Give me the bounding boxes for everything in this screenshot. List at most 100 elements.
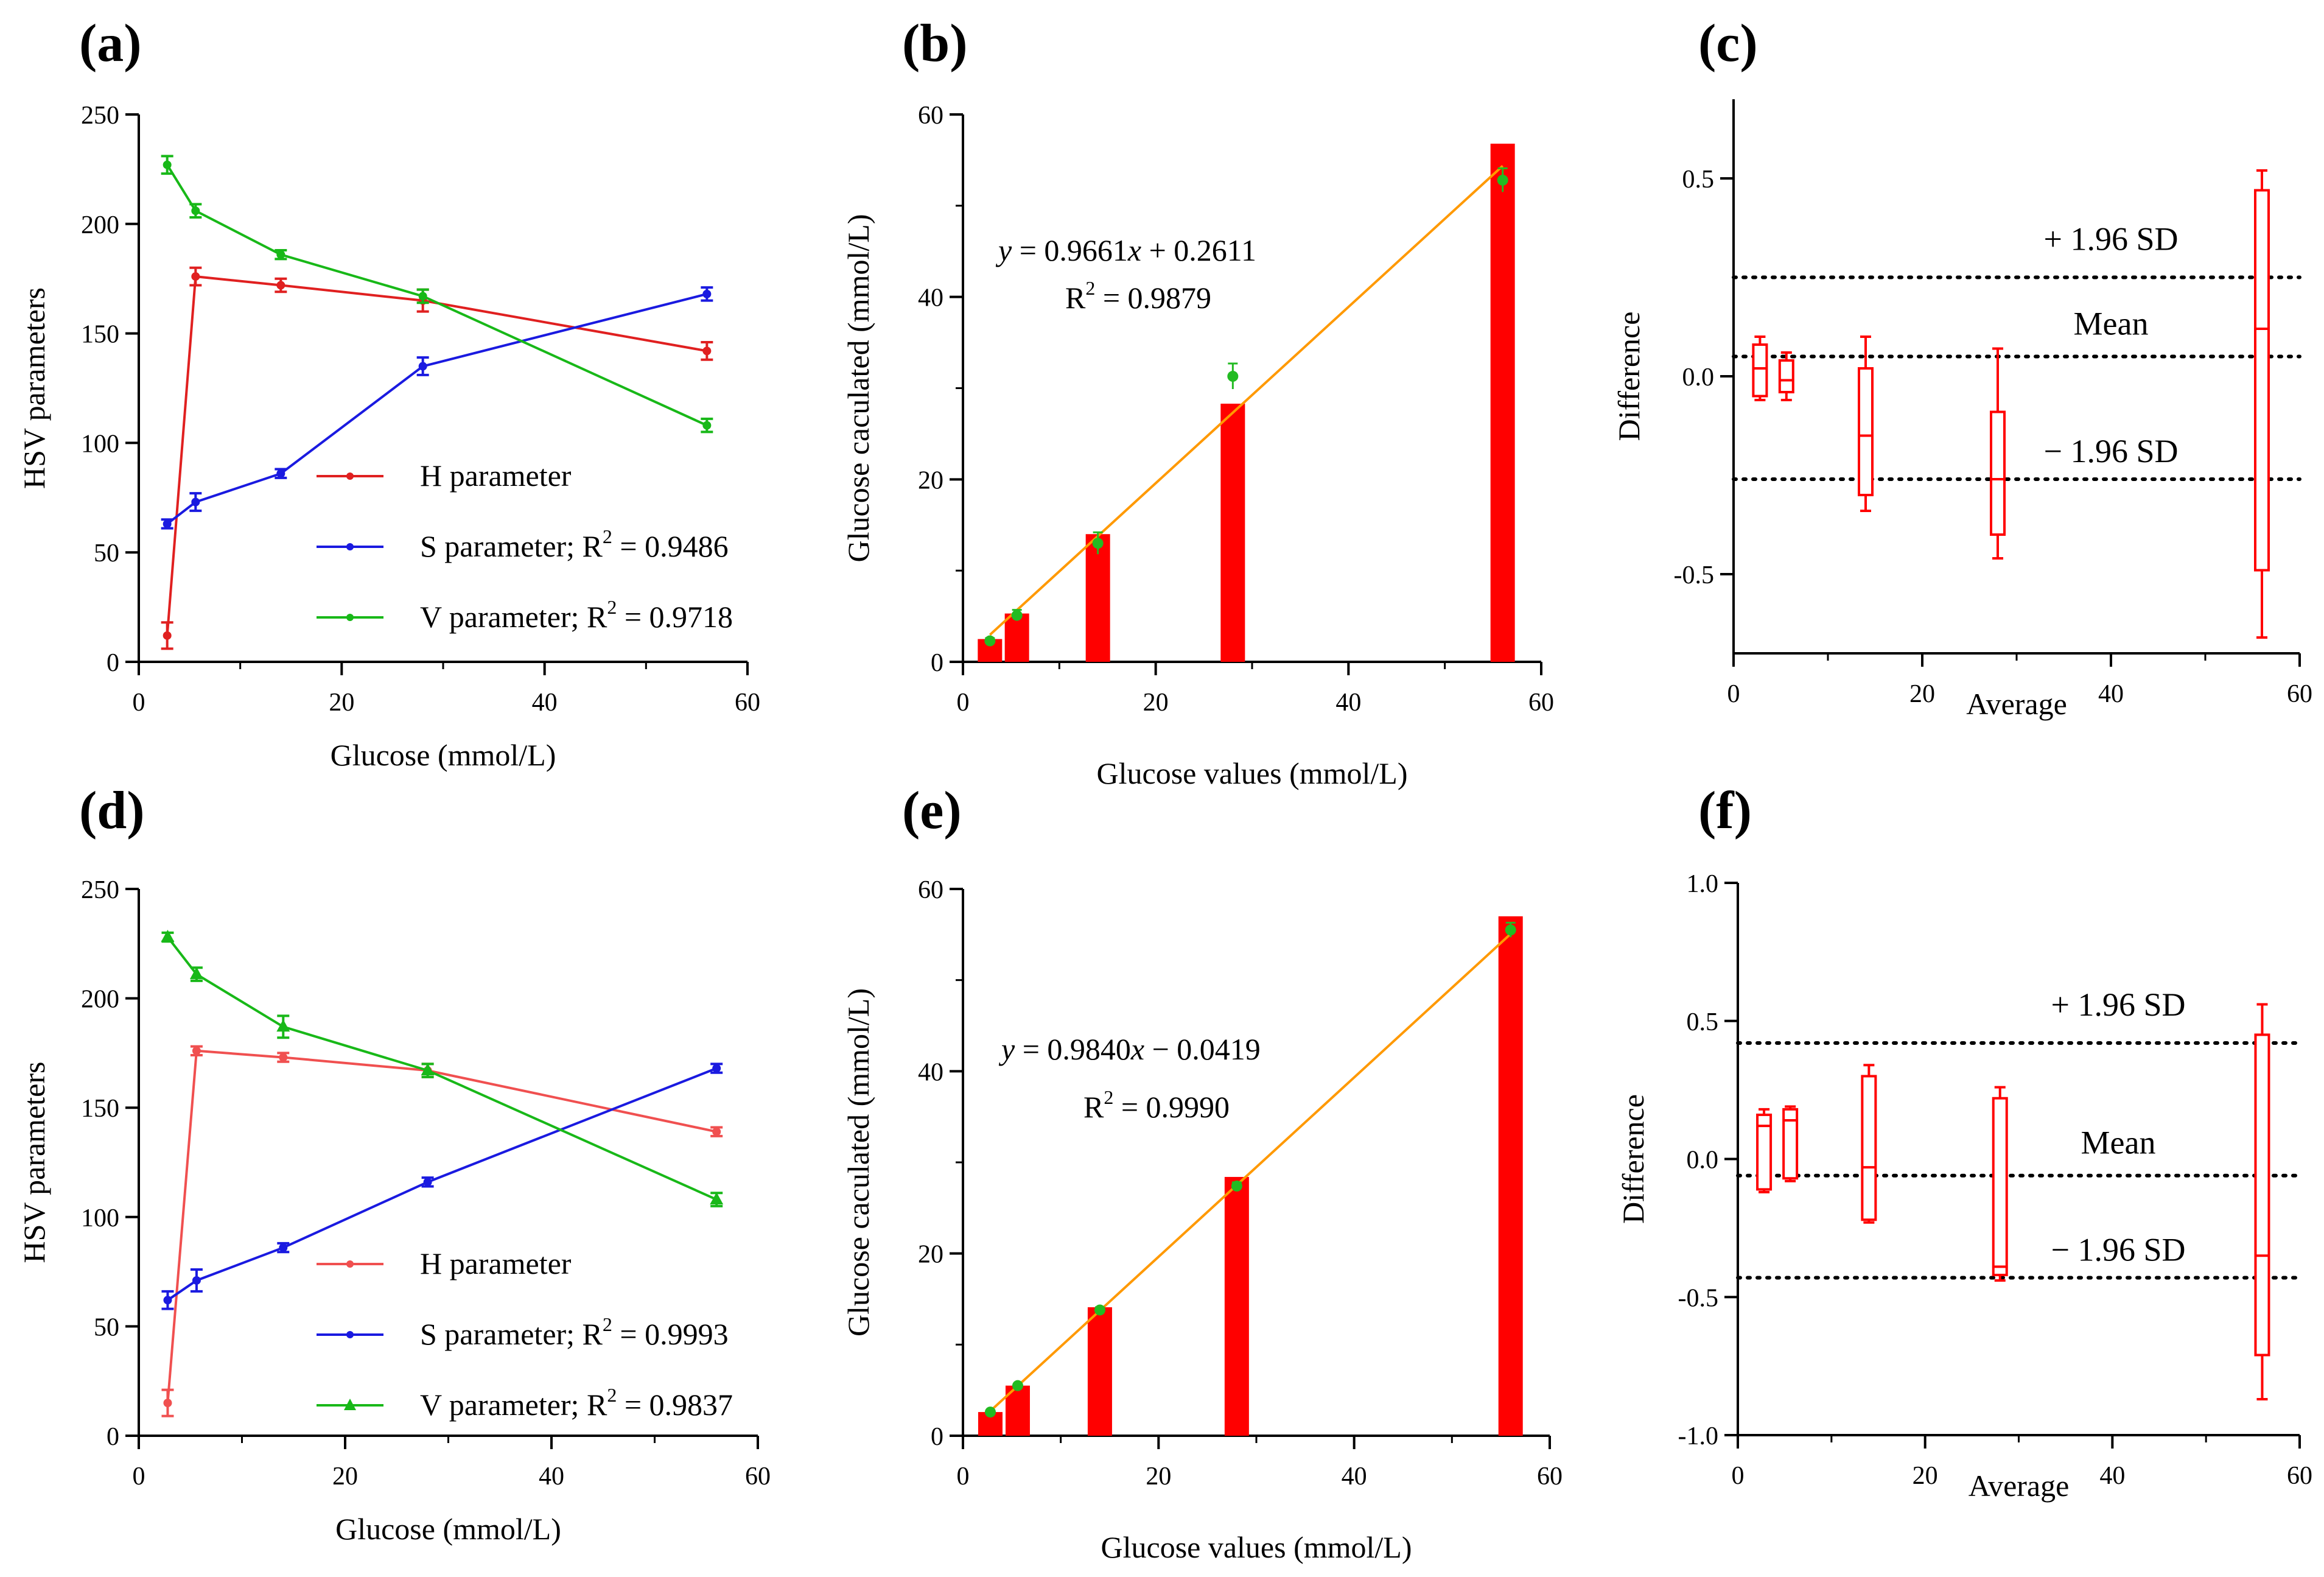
x-axis-label: Glucose (mmol/L) [331, 738, 556, 772]
data-point [1092, 538, 1104, 549]
y-tick-label: 100 [81, 430, 119, 458]
data-point [712, 1127, 721, 1136]
data-point [702, 421, 712, 430]
x-tick-label: 0 [133, 1463, 145, 1491]
data-point [984, 635, 996, 647]
y-axis-label: Glucose caculated (mmol/L) [841, 988, 875, 1336]
y-tick-label: 0 [107, 649, 119, 677]
panel-e: (e) 0 20 40 60 0 20 40 60 Glucose values (mmol/L)… [841, 781, 1563, 1564]
panel-b: (b) 0 20 40 60 0 20 40 60 Glucose values (mmol/L)… [841, 14, 1554, 790]
x-tick-label: 40 [539, 1463, 564, 1491]
bar [1498, 916, 1523, 1436]
panel-c: (c) 0 20 40 60 0.5 0.0 -0.5 Average Difference + 1… [1612, 14, 2312, 721]
box [1861, 1075, 1877, 1221]
x-tick-label: 60 [1528, 689, 1554, 717]
x-tick-label: 20 [329, 689, 354, 717]
bar [1224, 1176, 1249, 1436]
x-tick-label: 60 [2287, 1462, 2312, 1490]
y-axis-label: HSV parameters [17, 287, 51, 489]
panel-f: (f) 0 20 40 60 1.0 0.5 0.0 -0.5 -1.0 Average Differ… [1616, 781, 2312, 1503]
y-tick-label: 0.0 [1682, 364, 1715, 392]
data-point [163, 1296, 172, 1305]
x-tick-label: 40 [1342, 1463, 1367, 1491]
y-axis-label: Glucose caculated (mmol/L) [841, 214, 875, 563]
upper-sd-label: + 1.96 SD [2051, 986, 2186, 1023]
y-tick-label: 20 [918, 1241, 943, 1269]
legend-marker [346, 1331, 354, 1338]
x-axis-label: Glucose (mmol/L) [335, 1512, 561, 1546]
legend-label: H parameter [420, 458, 572, 493]
y-tick-label: 50 [94, 539, 119, 567]
fit-equation: y = 0.9840x − 0.0419 [998, 1032, 1261, 1066]
upper-sd-label: + 1.96 SD [2044, 221, 2179, 258]
y-tick-label: 200 [81, 211, 119, 239]
series-line-1 [166, 275, 707, 636]
x-tick-label: 40 [1335, 689, 1361, 717]
y-tick-label: 150 [81, 1095, 119, 1123]
x-tick-label: 0 [957, 1463, 970, 1491]
y-axis-label: Difference [1616, 1094, 1650, 1224]
data-point [192, 1276, 201, 1285]
r-squared-label: R2 = 0.9879 [1065, 277, 1211, 315]
bar [1220, 403, 1245, 662]
lower-sd-label: − 1.96 SD [2051, 1232, 2186, 1268]
x-tick-label: 0 [133, 689, 145, 717]
panel-d: (d) 0 20 40 60 0 50 100 150 200 250 Glucose (mmol/L… [17, 781, 771, 1546]
x-tick-label: 20 [1143, 689, 1169, 717]
x-tick-label: 60 [1537, 1463, 1563, 1491]
legend-label: V parameter; R2 = 0.9837 [420, 1384, 733, 1422]
x-tick-label: 20 [332, 1463, 358, 1491]
y-tick-label: 200 [81, 986, 119, 1014]
legend-label: S parameter; R2 = 0.9993 [420, 1313, 729, 1351]
legend-marker [344, 1399, 356, 1410]
data-point [1497, 174, 1508, 186]
series-line-3 [166, 164, 708, 427]
data-point [163, 160, 172, 169]
data-point [276, 281, 285, 290]
y-tick-label: 0 [931, 1423, 943, 1451]
box [1782, 1108, 1799, 1180]
x-tick-label: 40 [2098, 680, 2124, 708]
data-point [1505, 924, 1516, 936]
data-point [418, 362, 427, 371]
fit-line [989, 164, 1504, 636]
x-tick-label: 20 [1913, 1462, 1938, 1490]
y-tick-label: 0.0 [1687, 1147, 1719, 1175]
data-point [418, 292, 427, 301]
legend-marker [346, 614, 354, 621]
y-axis-label: HSV parameters [17, 1062, 51, 1263]
data-point [161, 930, 175, 943]
panel-label: (c) [1698, 14, 1758, 73]
box [1756, 1113, 1773, 1191]
y-tick-label: 60 [918, 876, 943, 904]
x-axis-label: Glucose values (mmol/L) [1097, 756, 1408, 790]
bar [1085, 534, 1110, 662]
data-point [1011, 609, 1023, 621]
x-tick-label: 60 [2287, 680, 2312, 708]
panel-label: (a) [79, 14, 142, 73]
legend-label: S parameter; R2 = 0.9486 [420, 525, 729, 563]
x-axis-label: Glucose values (mmol/L) [1101, 1530, 1412, 1564]
data-point [1231, 1180, 1242, 1192]
bar [1087, 1307, 1112, 1436]
panel-label: (e) [902, 781, 962, 840]
x-tick-label: 0 [1732, 1462, 1745, 1490]
y-tick-label: 0.5 [1682, 166, 1715, 194]
x-tick-label: 60 [735, 689, 760, 717]
legend-label: H parameter [420, 1246, 572, 1280]
data-point [279, 1243, 288, 1252]
x-axis-label: Average [1966, 687, 2067, 721]
y-tick-label: 150 [81, 321, 119, 349]
r-squared-label: R2 = 0.9990 [1083, 1086, 1230, 1124]
fit-equation: y = 0.9661x + 0.2611 [995, 233, 1256, 267]
panel-label: (b) [902, 14, 968, 73]
bar [1004, 613, 1029, 662]
bar [1490, 143, 1515, 662]
legend-marker [346, 543, 354, 550]
data-point [276, 250, 285, 259]
x-tick-label: 20 [1146, 1463, 1171, 1491]
series-line-3 [166, 936, 718, 1201]
box [1858, 367, 1874, 496]
data-point [191, 206, 200, 216]
data-point [163, 519, 172, 529]
